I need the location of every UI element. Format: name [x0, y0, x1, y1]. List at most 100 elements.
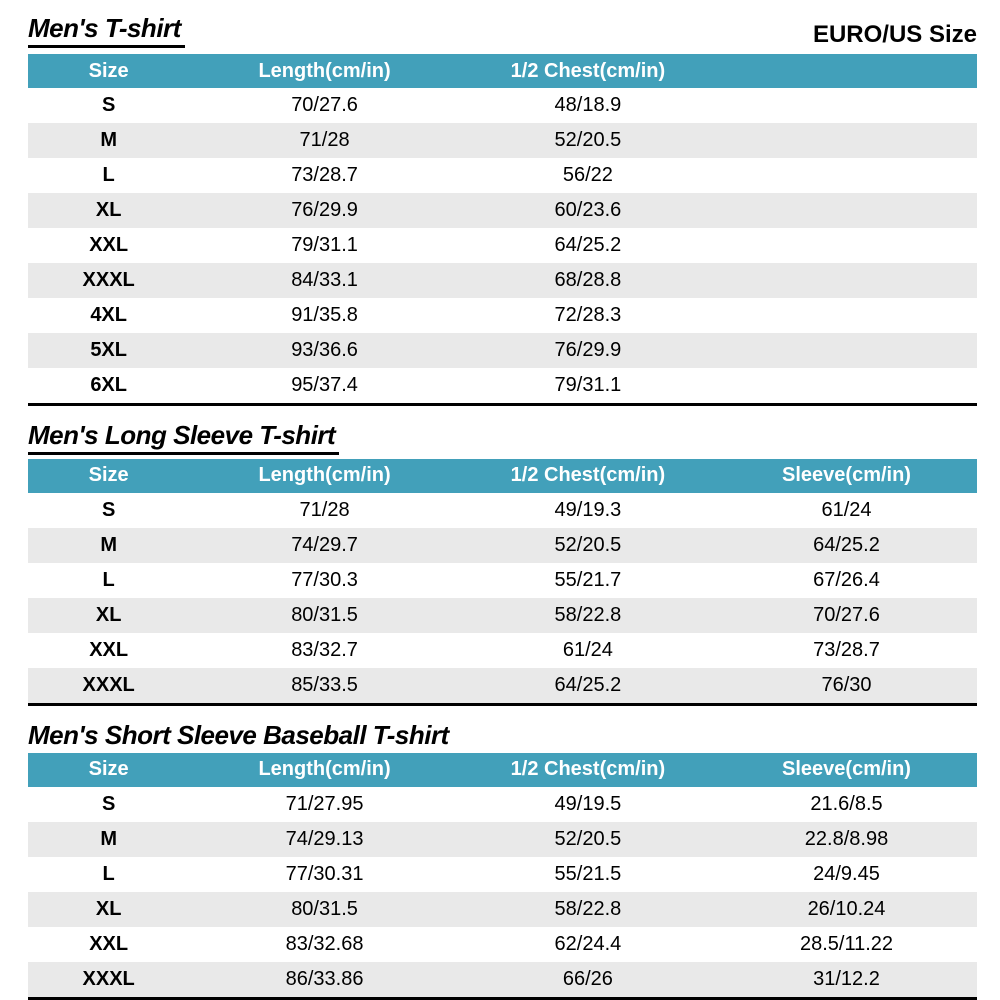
length-cell: 77/30.31 — [285, 862, 364, 885]
table1-header-row: Size Length(cm/in) 1/2 Chest(cm/in) — [28, 54, 977, 88]
sleeve-cell: 24/9.45 — [813, 862, 880, 885]
table2-title-row: Men's Long Sleeve T-shirt — [28, 420, 977, 455]
col-header-length: Length(cm/in) — [189, 458, 460, 493]
length-cell: 71/28 — [299, 129, 350, 151]
chest-cell: 55/21.5 — [554, 862, 622, 885]
length-cell: 70/27.6 — [291, 94, 358, 116]
length-cell: 80/31.5 — [291, 897, 358, 920]
size-cell: S — [101, 792, 116, 815]
size-cell: M — [100, 827, 117, 850]
mens-long-sleeve-table: Size Length(cm/in) 1/2 Chest(cm/in) Slee… — [28, 458, 977, 706]
chest-cell: 61/24 — [562, 638, 613, 661]
empty-cell — [716, 123, 977, 158]
table-row: L 77/30.31 55/21.5 24/9.45 — [28, 857, 977, 892]
sleeve-cell: 61/24 — [821, 498, 872, 521]
sleeve-cell: 31/12.2 — [813, 967, 880, 990]
length-cell: 84/33.1 — [291, 269, 358, 291]
empty-cell — [716, 158, 977, 193]
length-cell: 71/28 — [299, 498, 350, 521]
chest-cell: 58/22.8 — [554, 897, 622, 920]
length-cell: 80/31.5 — [291, 603, 358, 626]
col-header-size: Size — [28, 458, 190, 493]
size-cell: XXL — [89, 638, 129, 661]
sleeve-cell: 73/28.7 — [813, 638, 880, 661]
table-row: S 71/27.95 49/19.5 21.6/8.5 — [28, 787, 977, 822]
length-cell: 73/28.7 — [291, 164, 358, 186]
col-header-sleeve: Sleeve(cm/in) — [716, 752, 977, 787]
size-cell: 4XL — [90, 304, 127, 326]
size-cell: M — [100, 533, 117, 556]
chest-cell: 76/29.9 — [554, 339, 622, 361]
chest-cell: 64/25.2 — [554, 673, 622, 696]
col-header-length: Length(cm/in) — [189, 752, 460, 787]
length-cell: 83/32.7 — [291, 638, 358, 661]
size-cell: XXXL — [82, 967, 135, 990]
col-header-sleeve: Sleeve(cm/in) — [716, 458, 977, 493]
table-row: XXL 79/31.1 64/25.2 — [28, 228, 977, 263]
table-row: M 74/29.13 52/20.5 22.8/8.98 — [28, 821, 977, 857]
size-standard-label: EURO/US Size — [812, 20, 977, 48]
size-cell: 6XL — [90, 374, 127, 396]
size-cell: XXL — [89, 234, 129, 256]
size-cell: S — [101, 94, 116, 116]
chest-cell: 56/22 — [562, 164, 613, 186]
table2-title: Men's Long Sleeve T-shirt — [28, 420, 340, 455]
chest-cell: 79/31.1 — [554, 374, 622, 396]
col-header-size: Size — [28, 54, 190, 88]
size-cell: L — [102, 862, 115, 885]
col-header-length: Length(cm/in) — [189, 54, 460, 88]
table-row: XXXL 84/33.1 68/28.8 — [28, 263, 977, 298]
mens-tshirt-table: Size Length(cm/in) 1/2 Chest(cm/in) S 70… — [28, 54, 977, 406]
table-row: 4XL 91/35.8 72/28.3 — [28, 298, 977, 333]
empty-cell — [716, 333, 977, 368]
table2-header-row: Size Length(cm/in) 1/2 Chest(cm/in) Slee… — [28, 458, 977, 493]
table-row: L 73/28.7 56/22 — [28, 158, 977, 193]
chest-cell: 60/23.6 — [554, 199, 622, 221]
empty-cell — [716, 88, 977, 123]
sleeve-cell: 26/10.24 — [807, 897, 886, 920]
chest-cell: 49/19.5 — [554, 792, 622, 815]
table-row: 5XL 93/36.6 76/29.9 — [28, 333, 977, 368]
chest-cell: 62/24.4 — [554, 932, 622, 955]
length-cell: 79/31.1 — [291, 234, 358, 256]
empty-cell — [716, 298, 977, 333]
length-cell: 71/27.95 — [285, 792, 364, 815]
empty-cell — [716, 263, 977, 298]
length-cell: 91/35.8 — [291, 304, 358, 326]
sleeve-cell: 70/27.6 — [813, 603, 880, 626]
col-header-size: Size — [28, 752, 190, 787]
length-cell: 77/30.3 — [291, 568, 358, 591]
table-row: 6XL 95/37.4 79/31.1 — [28, 368, 977, 405]
table3-header-row: Size Length(cm/in) 1/2 Chest(cm/in) Slee… — [28, 752, 977, 787]
length-cell: 93/36.6 — [291, 339, 358, 361]
size-cell: L — [102, 164, 115, 186]
table3-title: Men's Short Sleeve Baseball T-shirt — [28, 719, 449, 750]
table-row: S 70/27.6 48/18.9 — [28, 88, 977, 123]
chest-cell: 52/20.5 — [554, 533, 622, 556]
size-cell: XL — [95, 603, 122, 626]
empty-cell — [716, 193, 977, 228]
size-cell: S — [101, 498, 116, 521]
sleeve-cell: 67/26.4 — [813, 568, 880, 591]
size-cell: M — [100, 129, 117, 151]
chest-cell: 66/26 — [562, 967, 613, 990]
table-row: XL 80/31.5 58/22.8 26/10.24 — [28, 891, 977, 927]
length-cell: 95/37.4 — [291, 374, 358, 396]
col-header-chest: 1/2 Chest(cm/in) — [459, 752, 716, 787]
size-cell: XXXL — [82, 673, 135, 696]
sleeve-cell: 76/30 — [821, 673, 872, 696]
chest-cell: 64/25.2 — [554, 234, 622, 256]
table1-title: Men's T-shirt — [28, 13, 185, 48]
length-cell: 74/29.13 — [285, 827, 364, 850]
sleeve-cell: 21.6/8.5 — [810, 792, 883, 815]
chest-cell: 52/20.5 — [554, 129, 622, 151]
col-header-empty — [716, 54, 977, 88]
chest-cell: 58/22.8 — [554, 603, 622, 626]
chest-cell: 55/21.7 — [554, 568, 622, 591]
length-cell: 74/29.7 — [291, 533, 358, 556]
size-cell: XXL — [89, 932, 129, 955]
empty-cell — [716, 368, 977, 405]
table-row: XXXL 86/33.86 66/26 31/12.2 — [28, 961, 977, 999]
table-row: XXL 83/32.68 62/24.4 28.5/11.22 — [28, 927, 977, 962]
table-row: M 74/29.7 52/20.5 64/25.2 — [28, 527, 977, 563]
